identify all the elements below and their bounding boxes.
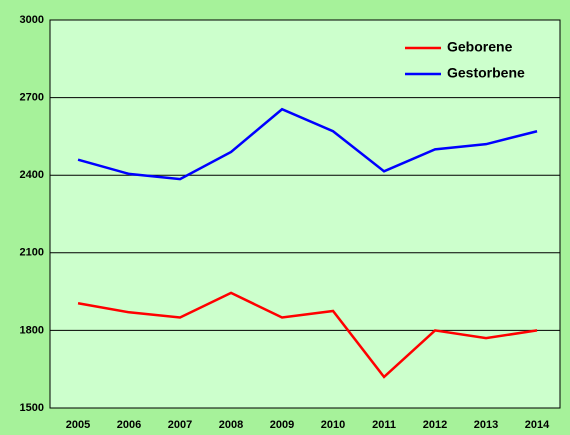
y-tick-label: 1800 bbox=[20, 324, 44, 336]
x-tick-label: 2013 bbox=[474, 419, 498, 431]
y-tick-label: 2700 bbox=[20, 92, 44, 104]
legend-label: Geborene bbox=[447, 39, 513, 55]
x-tick-label: 2009 bbox=[270, 419, 294, 431]
x-tick-label: 2010 bbox=[321, 419, 345, 431]
x-tick-label: 2012 bbox=[423, 419, 447, 431]
x-tick-label: 2008 bbox=[219, 419, 243, 431]
series-line bbox=[77, 107, 538, 181]
y-tick-label: 3000 bbox=[20, 14, 44, 26]
x-tick-label: 2011 bbox=[372, 419, 396, 431]
y-tick-label: 2100 bbox=[20, 247, 44, 259]
series-line bbox=[77, 291, 538, 379]
x-tick-label: 2005 bbox=[66, 419, 90, 431]
x-tick-label: 2007 bbox=[168, 419, 192, 431]
x-tick-label: 2014 bbox=[525, 419, 550, 431]
x-tick-label: 2006 bbox=[117, 419, 141, 431]
plot-area bbox=[49, 19, 561, 409]
y-tick-label: 1500 bbox=[20, 402, 44, 414]
legend-label: Gestorbene bbox=[447, 65, 525, 81]
y-tick-label: 2400 bbox=[20, 169, 44, 181]
